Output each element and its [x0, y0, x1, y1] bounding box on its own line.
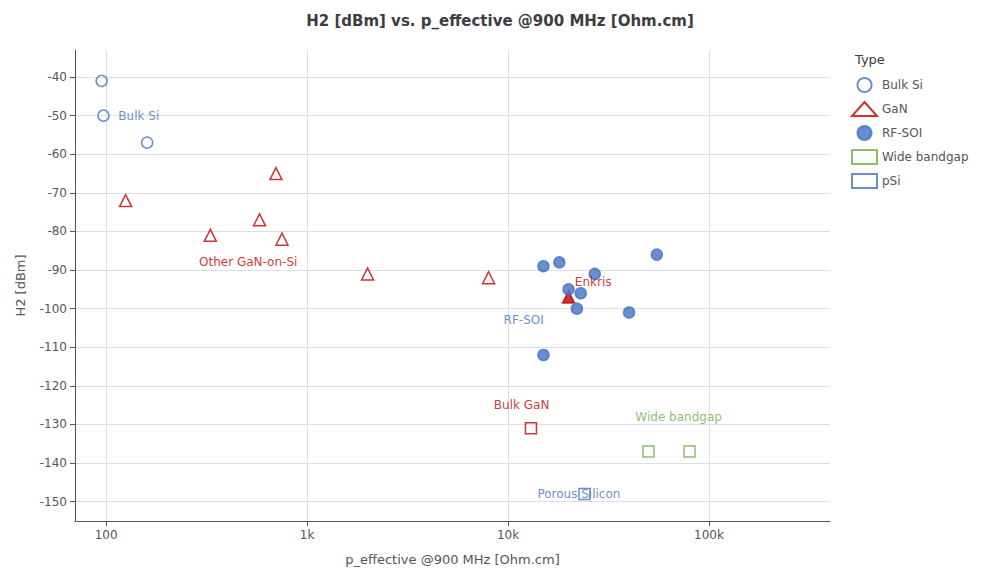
svg-text:1k: 1k: [300, 528, 315, 542]
svg-text:Wide bandgap: Wide bandgap: [635, 410, 722, 424]
svg-text:-70: -70: [47, 186, 67, 200]
svg-text:RF-SOI: RF-SOI: [882, 126, 922, 140]
svg-text:-110: -110: [40, 340, 67, 354]
svg-text:GaN: GaN: [882, 102, 908, 116]
svg-text:100k: 100k: [694, 528, 724, 542]
svg-text:Type: Type: [854, 52, 885, 67]
svg-text:-140: -140: [40, 456, 67, 470]
svg-text:Enkris: Enkris: [575, 275, 612, 289]
svg-text:Bulk Si: Bulk Si: [882, 78, 923, 92]
svg-text:100: 100: [95, 528, 118, 542]
svg-text:p_effective @900 MHz [Ohm.cm]: p_effective @900 MHz [Ohm.cm]: [345, 552, 560, 567]
svg-text:Porous Silicon: Porous Silicon: [537, 487, 620, 501]
svg-text:RF-SOI: RF-SOI: [504, 313, 544, 327]
svg-text:H2 [dBm] vs. p_effective @900: H2 [dBm] vs. p_effective @900 MHz [Ohm.c…: [306, 12, 694, 30]
svg-text:-120: -120: [40, 379, 67, 393]
svg-text:-40: -40: [47, 70, 67, 84]
svg-text:Wide bandgap: Wide bandgap: [882, 150, 969, 164]
svg-text:-80: -80: [47, 224, 67, 238]
svg-text:Other GaN-on-Si: Other GaN-on-Si: [199, 255, 297, 269]
svg-text:Bulk Si: Bulk Si: [118, 109, 159, 123]
svg-text:-60: -60: [47, 147, 67, 161]
svg-text:-150: -150: [40, 495, 67, 509]
svg-text:-130: -130: [40, 417, 67, 431]
svg-text:-50: -50: [47, 109, 67, 123]
svg-text:H2 [dBm]: H2 [dBm]: [13, 254, 28, 316]
svg-text:-90: -90: [47, 263, 67, 277]
svg-text:10k: 10k: [497, 528, 519, 542]
svg-text:-100: -100: [40, 302, 67, 316]
svg-text:pSi: pSi: [882, 174, 901, 188]
svg-text:Bulk GaN: Bulk GaN: [494, 398, 550, 412]
